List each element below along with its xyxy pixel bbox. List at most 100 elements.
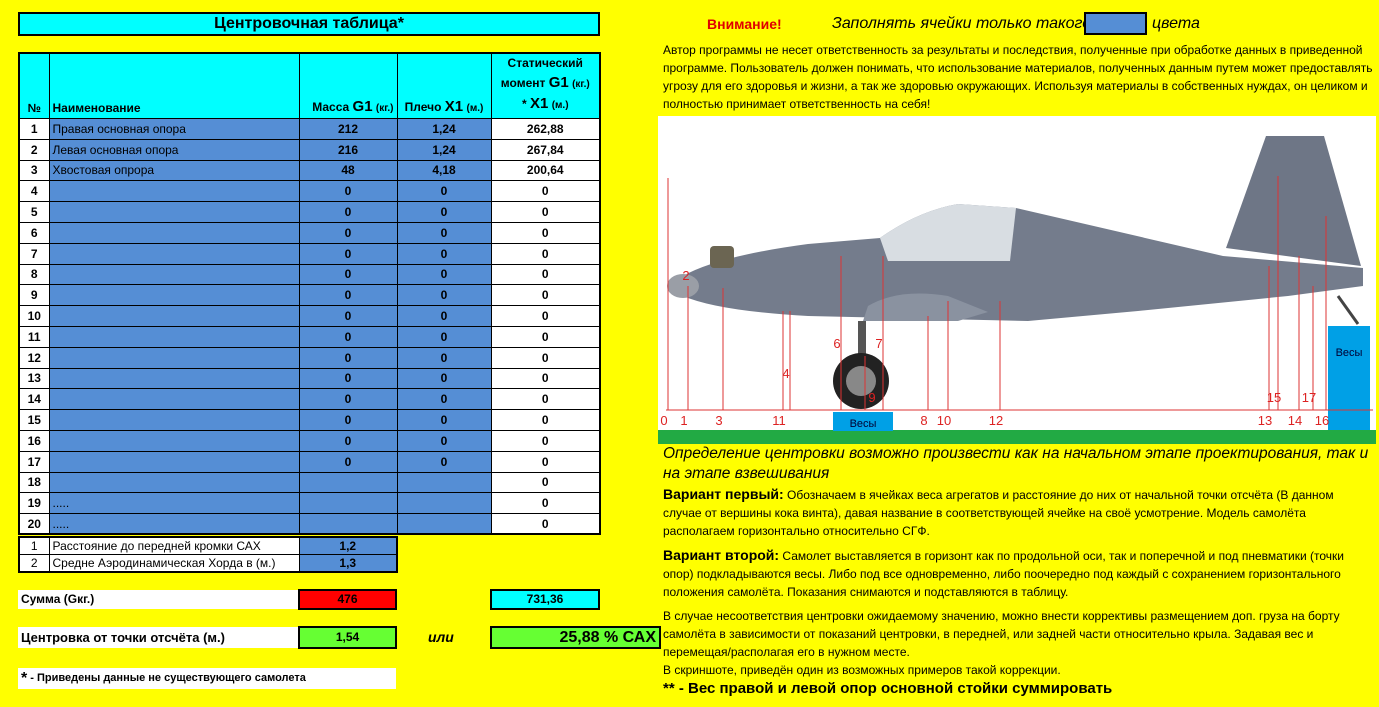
- item-name[interactable]: [48, 221, 300, 244]
- item-name[interactable]: [48, 429, 300, 452]
- item-name[interactable]: [48, 284, 300, 307]
- mass-cell[interactable]: 0: [298, 201, 398, 223]
- cax-value[interactable]: 1,2: [298, 536, 398, 555]
- rear-scale-label: Весы: [1336, 347, 1363, 359]
- arm-cell[interactable]: 0: [396, 429, 492, 452]
- mass-cell[interactable]: 0: [298, 221, 398, 244]
- item-name[interactable]: Левая основная опора: [48, 138, 300, 161]
- item-name[interactable]: [48, 450, 300, 473]
- exhaust: [710, 246, 734, 268]
- item-name[interactable]: [48, 367, 300, 390]
- arm-cell[interactable]: 0: [396, 325, 492, 348]
- arm-cell[interactable]: 1,24: [396, 138, 492, 161]
- mass-cell[interactable]: 216: [298, 138, 398, 161]
- row-number: 17: [18, 450, 50, 473]
- arm-cell[interactable]: 0: [396, 180, 492, 203]
- item-name[interactable]: [48, 305, 300, 327]
- item-name[interactable]: Хвостовая опрора: [48, 159, 300, 182]
- arm-cell[interactable]: 0: [396, 450, 492, 473]
- center-value: 1,54: [298, 626, 397, 649]
- marker-label: 16: [1315, 413, 1329, 428]
- item-name[interactable]: [48, 242, 300, 265]
- marker-label: 4: [782, 366, 789, 381]
- arm-cell[interactable]: 0: [396, 388, 492, 411]
- fuselage: [683, 204, 1363, 321]
- arm-cell[interactable]: 0: [396, 367, 492, 390]
- table-row: 11 0 0 0: [18, 325, 601, 348]
- mass-cell[interactable]: 0: [298, 305, 398, 327]
- mass-cell[interactable]: 0: [298, 367, 398, 390]
- mass-cell[interactable]: [298, 471, 398, 494]
- item-name[interactable]: [48, 409, 300, 431]
- footnote: * - Приведены данные не существующего са…: [18, 668, 396, 689]
- cax-value[interactable]: 1,3: [298, 554, 398, 573]
- mass-cell[interactable]: 0: [298, 346, 398, 369]
- item-name[interactable]: [48, 346, 300, 369]
- mass-cell[interactable]: 0: [298, 284, 398, 307]
- item-name[interactable]: [48, 388, 300, 411]
- item-name[interactable]: [48, 201, 300, 223]
- arm-cell[interactable]: 0: [396, 201, 492, 223]
- mass-cell[interactable]: 0: [298, 450, 398, 473]
- arm-cell[interactable]: 4,18: [396, 159, 492, 182]
- item-name[interactable]: [48, 325, 300, 348]
- mass-cell[interactable]: 0: [298, 325, 398, 348]
- item-name[interactable]: .....: [48, 513, 300, 535]
- arm-cell[interactable]: [396, 471, 492, 494]
- arm-cell[interactable]: 0: [396, 242, 492, 265]
- moment-cell: 0: [490, 263, 601, 286]
- mass-cell[interactable]: 0: [298, 242, 398, 265]
- mass-cell[interactable]: [298, 513, 398, 535]
- input-color-sample: [1084, 12, 1147, 35]
- moment-cell: 0: [490, 409, 601, 431]
- arm-cell[interactable]: 0: [396, 346, 492, 369]
- moment-cell: 0: [490, 305, 601, 327]
- table-row: 3 Хвостовая опрора 48 4,18 200,64: [18, 159, 601, 182]
- moment-cell: 0: [490, 221, 601, 244]
- mass-cell[interactable]: 0: [298, 409, 398, 431]
- footnote-sum: ** - Вес правой и левой опор основной ст…: [663, 680, 1113, 697]
- item-name[interactable]: [48, 471, 300, 494]
- arm-cell[interactable]: 0: [396, 284, 492, 307]
- rear-scale: [1328, 326, 1370, 430]
- arm-cell[interactable]: [396, 492, 492, 515]
- cax-table: 1 Расстояние до передней кромки САХ 1,2 2 Ср…: [18, 536, 398, 573]
- mass-cell[interactable]: [298, 492, 398, 515]
- moment-cell: 0: [490, 367, 601, 390]
- moment-cell: 0: [490, 325, 601, 348]
- mass-cell[interactable]: 48: [298, 159, 398, 182]
- mass-cell[interactable]: 0: [298, 388, 398, 411]
- row-number: 9: [18, 284, 50, 307]
- mass-cell[interactable]: 0: [298, 180, 398, 203]
- arm-cell[interactable]: 0: [396, 409, 492, 431]
- table-row: 20..... 0: [18, 513, 601, 535]
- item-name[interactable]: [48, 263, 300, 286]
- mass-cell[interactable]: 0: [298, 429, 398, 452]
- mass-cell[interactable]: 0: [298, 263, 398, 286]
- marker-label: 12: [989, 413, 1003, 428]
- arm-cell[interactable]: 0: [396, 221, 492, 244]
- disclaimer: Автор программы не несет ответственность…: [663, 43, 1373, 111]
- moment-cell: 267,84: [490, 138, 601, 161]
- moment-cell: 0: [490, 513, 601, 535]
- mass-cell[interactable]: 212: [298, 118, 398, 140]
- item-name[interactable]: .....: [48, 492, 300, 515]
- item-name[interactable]: [48, 180, 300, 203]
- arm-cell[interactable]: 0: [396, 263, 492, 286]
- sum-label: Сумма (Gкг.): [18, 590, 298, 609]
- arm-cell[interactable]: 0: [396, 305, 492, 327]
- spinner: [667, 274, 699, 298]
- arm-cell[interactable]: [396, 513, 492, 535]
- arm-cell[interactable]: 1,24: [396, 118, 492, 140]
- moment-cell: 0: [490, 429, 601, 452]
- item-name[interactable]: Правая основная опора: [48, 118, 300, 140]
- moment-cell: 0: [490, 471, 601, 494]
- variant-one: Вариант первый: Обозначаем в ячейках вес…: [663, 486, 1334, 538]
- row-number: 13: [18, 367, 50, 390]
- cax-row: 1 Расстояние до передней кромки САХ 1,2: [18, 536, 398, 555]
- marker-label: 6: [833, 336, 840, 351]
- cax-label: Средне Аэродинамическая Хорда в (м.): [48, 554, 300, 573]
